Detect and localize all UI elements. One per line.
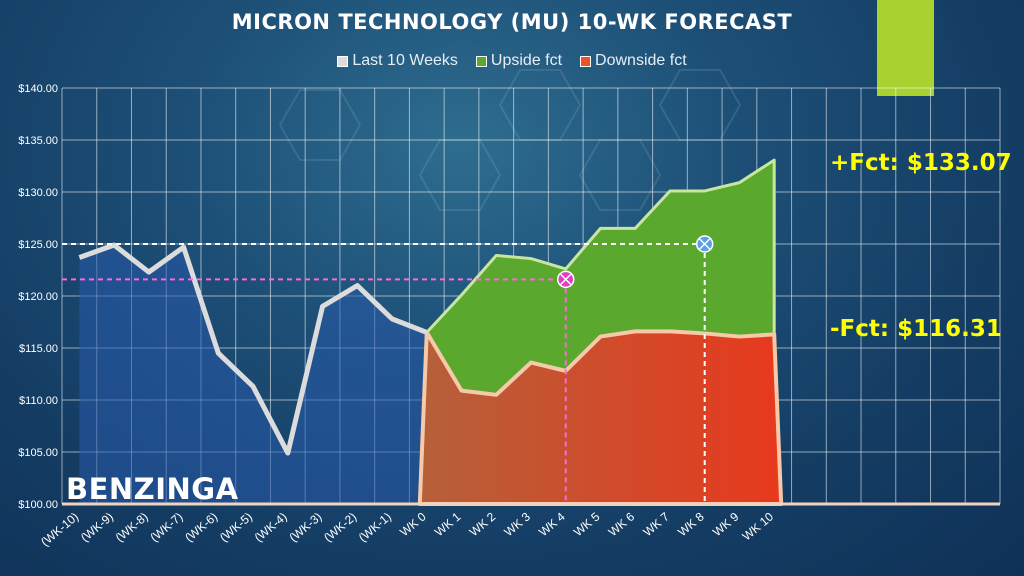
- y-tick-label: $135.00: [18, 135, 58, 147]
- legend-label-last10: Last 10 Weeks: [352, 52, 458, 69]
- x-tick-label: WK 2: [467, 509, 499, 539]
- chart-title: MICRON TECHNOLOGY (MU) 10-WK FORECAST: [231, 10, 793, 34]
- x-tick-label: (WK-2): [321, 510, 359, 545]
- x-tick-label: WK 0: [397, 509, 429, 539]
- x-tick-label: WK 6: [606, 509, 638, 539]
- x-tick-label: WK 8: [675, 509, 707, 539]
- legend-swatch-last10: [337, 55, 349, 67]
- x-tick-label: WK 5: [571, 509, 603, 539]
- x-tick-label: (WK-9): [78, 510, 116, 545]
- y-tick-label: $140.00: [18, 83, 58, 95]
- y-tick-label: $115.00: [19, 343, 58, 355]
- x-tick-label: WK 9: [710, 509, 742, 539]
- x-tick-label: (WK-4): [252, 510, 290, 545]
- legend-item-last10: Last 10 Weeks: [337, 52, 458, 70]
- x-tick-label: (WK-5): [217, 510, 255, 545]
- downside-forecast-label: -Fct: $116.31: [830, 316, 1002, 342]
- legend-swatch-upside: [475, 55, 487, 67]
- y-tick-label: $120.00: [18, 291, 58, 303]
- y-tick-label: $105.00: [18, 447, 58, 459]
- legend-item-downside: Downside fct: [580, 52, 687, 70]
- downside-area: [417, 329, 784, 506]
- x-tick-label: (WK-1): [356, 510, 394, 545]
- x-tick-label: WK 10: [740, 509, 777, 543]
- x-tick-label: WK 3: [501, 509, 533, 539]
- x-tick-label: WK 7: [640, 509, 672, 539]
- x-tick-label: WK 4: [536, 509, 568, 539]
- x-tick-label: (WK-8): [113, 510, 151, 545]
- legend-label-upside: Upside fct: [490, 52, 563, 69]
- y-tick-label: $125.00: [18, 239, 58, 251]
- x-tick-label: (WK-3): [286, 510, 324, 545]
- legend-label-downside: Downside fct: [595, 52, 687, 69]
- x-tick-label: (WK-10): [38, 510, 81, 549]
- legend-swatch-downside: [580, 55, 592, 67]
- upside-forecast-label: +Fct: $133.07: [830, 150, 1012, 176]
- y-tick-label: $100.00: [18, 499, 58, 511]
- legend-item-upside: Upside fct: [475, 52, 563, 70]
- history-line: [78, 242, 428, 456]
- x-tick-label: (WK-6): [182, 510, 220, 545]
- marker-wk4-cross: [560, 273, 572, 285]
- x-tick-label: (WK-7): [147, 510, 185, 545]
- y-tick-label: $110.00: [19, 395, 58, 407]
- accent-block: [877, 0, 934, 96]
- y-tick-label: $130.00: [18, 187, 58, 199]
- x-tick-label: WK 1: [432, 509, 464, 539]
- legend: Last 10 Weeks Upside fct Downside fct: [0, 52, 1024, 70]
- history-area: [79, 245, 427, 505]
- brand-logo: BENZINGA: [66, 472, 239, 506]
- marker-wk8-cross: [699, 238, 711, 250]
